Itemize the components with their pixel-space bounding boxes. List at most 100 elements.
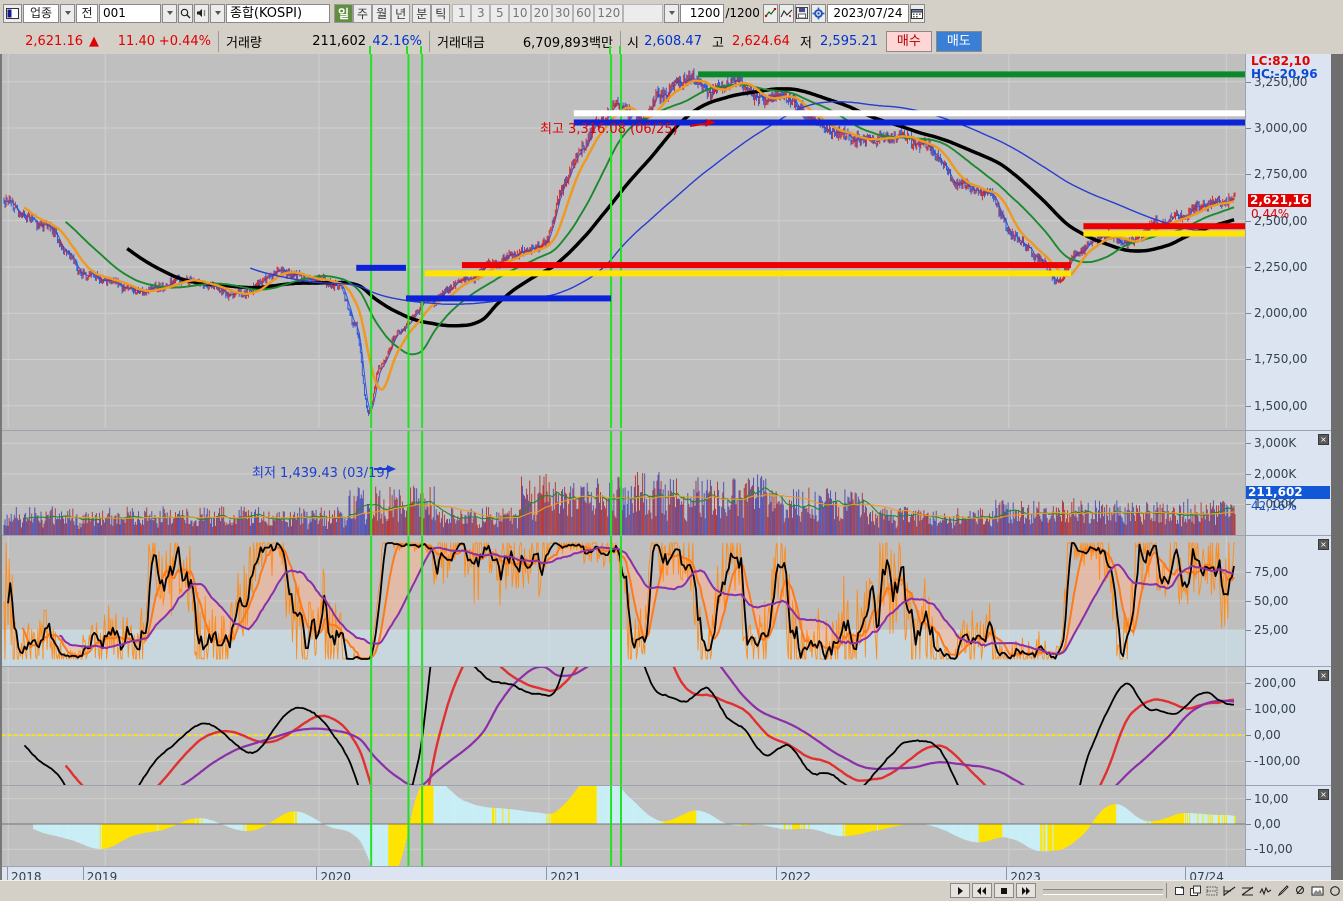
axis-tick-label: 2,500,00 bbox=[1254, 213, 1308, 228]
panel-toggle-icon[interactable] bbox=[3, 3, 22, 23]
period-tab-year[interactable]: 년 bbox=[391, 3, 411, 23]
date-input[interactable]: 2023/07/24 bbox=[826, 3, 909, 23]
fast-forward-icon[interactable] bbox=[1016, 883, 1036, 898]
cursor-marker bbox=[369, 46, 372, 54]
zigzag-icon[interactable] bbox=[1258, 883, 1273, 898]
toolbar-divider bbox=[1166, 883, 1170, 898]
time-axis-separator bbox=[6, 867, 8, 889]
volume-axis[interactable]: × 211,602 42,16% 3,000K 2,000K 1,000K bbox=[1246, 430, 1332, 535]
crosshair-icon[interactable] bbox=[762, 3, 778, 23]
instrument-name[interactable]: 종합(KOSPI) bbox=[226, 3, 330, 23]
rewind-icon[interactable] bbox=[972, 883, 992, 898]
save-icon[interactable] bbox=[794, 3, 810, 23]
minute-60[interactable]: 60 bbox=[573, 3, 595, 23]
lc-badge: LC:82,10 bbox=[1251, 54, 1311, 68]
axis-tick-mark bbox=[1246, 174, 1251, 176]
chart-plot-area[interactable]: 최고 3,316.08 (06/25) 최저 1,439.43 (03/19) bbox=[2, 54, 1245, 867]
period-tab-month[interactable]: 월 bbox=[372, 3, 392, 23]
axis-tick-mark bbox=[1246, 823, 1251, 825]
minute-3[interactable]: 3 bbox=[471, 3, 491, 23]
axis-tick-mark bbox=[1246, 572, 1251, 573]
momentum-panel[interactable] bbox=[2, 666, 1245, 785]
minute-interval-group: 1 3 5 10 20 30 60 120 bbox=[452, 3, 664, 23]
price-axis[interactable]: LC:82,10 HC:-20,96 2,621,16 0,44% 3,250,… bbox=[1246, 54, 1332, 428]
close-volume-panel-icon[interactable]: × bbox=[1318, 434, 1329, 445]
code-dropdown[interactable] bbox=[162, 3, 177, 23]
price-panel[interactable] bbox=[2, 54, 1245, 428]
minute-1[interactable]: 1 bbox=[452, 3, 472, 23]
axis-tick-mark bbox=[1246, 266, 1251, 268]
gear-icon[interactable] bbox=[810, 3, 826, 23]
stochastic-chart-svg bbox=[2, 536, 1245, 666]
axis-tick-label: 2,000,00 bbox=[1254, 306, 1308, 321]
period-tab-tick[interactable]: 틱 bbox=[431, 3, 451, 23]
market-type-dropdown[interactable] bbox=[60, 3, 75, 23]
axis-tick-label: 50,00 bbox=[1254, 594, 1289, 608]
axis-tick-label: -100,00 bbox=[1254, 754, 1301, 769]
axis-tick-mark bbox=[1246, 313, 1251, 315]
stochastic-panel[interactable] bbox=[2, 535, 1245, 666]
close-momentum-panel-icon[interactable]: × bbox=[1318, 670, 1329, 681]
stop-icon[interactable] bbox=[994, 883, 1014, 898]
oscillator-panel[interactable] bbox=[2, 785, 1245, 867]
period-tab-day[interactable]: 일 bbox=[334, 3, 354, 23]
axis-tick-mark bbox=[1246, 220, 1251, 222]
time-axis-separator bbox=[776, 867, 778, 889]
pencil-icon[interactable] bbox=[1276, 883, 1291, 898]
period-tab-week[interactable]: 주 bbox=[353, 3, 373, 23]
amount-value: 6,709,893백만 bbox=[522, 35, 613, 51]
period-tab-minute[interactable]: 분 bbox=[412, 3, 432, 23]
compare-icon[interactable] bbox=[778, 3, 794, 23]
cursor-marker bbox=[420, 46, 423, 54]
last-price: 2,621.16 bbox=[25, 33, 83, 49]
search-icon[interactable] bbox=[178, 3, 193, 23]
fibonacci-icon[interactable] bbox=[1240, 883, 1255, 898]
axis-tick-label: 3,250,00 bbox=[1254, 74, 1308, 89]
axis-tick-label: 2,750,00 bbox=[1254, 167, 1308, 182]
sound-dropdown[interactable] bbox=[210, 3, 225, 23]
minute-20[interactable]: 20 bbox=[530, 3, 552, 23]
volume-panel[interactable] bbox=[2, 430, 1245, 535]
stochastic-axis[interactable]: × 75,00 50,00 25,00 bbox=[1246, 535, 1332, 666]
play-icon[interactable] bbox=[950, 883, 970, 898]
sell-button[interactable]: 매도 bbox=[935, 30, 982, 52]
minute-30[interactable]: 30 bbox=[551, 3, 574, 23]
minute-custom[interactable] bbox=[623, 3, 664, 23]
minute-120[interactable]: 120 bbox=[594, 3, 624, 23]
grid-icon[interactable] bbox=[1204, 883, 1219, 898]
time-axis-separator bbox=[316, 867, 318, 889]
current-price-percent-badge: 0,44% bbox=[1251, 207, 1290, 221]
bar-count-input[interactable]: 1200 bbox=[680, 3, 725, 23]
buy-button[interactable]: 매수 bbox=[885, 30, 932, 52]
right-scroll-gutter[interactable] bbox=[1331, 54, 1343, 880]
current-price-badge: 2,621,16 bbox=[1248, 193, 1312, 207]
circle-icon[interactable] bbox=[1327, 883, 1342, 898]
close-stochastic-panel-icon[interactable]: × bbox=[1318, 539, 1329, 550]
code-input[interactable]: 001 bbox=[99, 3, 161, 23]
axis-tick-label: 100,00 bbox=[1254, 701, 1296, 716]
price-direction-arrow: ▲ bbox=[89, 33, 99, 49]
new-window-icon[interactable] bbox=[1172, 883, 1187, 898]
oscillator-axis[interactable]: × 10,00 0,00 -10,00 bbox=[1246, 785, 1332, 867]
axis-tick-mark bbox=[1246, 81, 1251, 83]
minute-10[interactable]: 10 bbox=[509, 3, 531, 23]
trendline-icon[interactable] bbox=[1222, 883, 1237, 898]
cursor-marker bbox=[609, 46, 612, 54]
picture-icon[interactable] bbox=[1310, 883, 1325, 898]
interval-dropdown[interactable] bbox=[664, 3, 680, 23]
right-axis-column[interactable]: LC:82,10 HC:-20,96 2,621,16 0,44% 3,250,… bbox=[1245, 54, 1332, 867]
copy-window-icon[interactable] bbox=[1188, 883, 1203, 898]
magnify-icon[interactable] bbox=[1293, 883, 1308, 898]
close-oscillator-panel-icon[interactable]: × bbox=[1318, 789, 1329, 800]
prev-button[interactable]: 전 bbox=[76, 3, 98, 23]
market-type-label[interactable]: 업종 bbox=[23, 3, 59, 23]
volume-badge: 211,602 bbox=[1246, 486, 1330, 499]
minute-5[interactable]: 5 bbox=[490, 3, 510, 23]
calendar-icon[interactable] bbox=[909, 3, 925, 23]
axis-tick-label: 2,000K bbox=[1254, 466, 1297, 481]
cursor-marker bbox=[619, 46, 621, 54]
momentum-axis[interactable]: × 200,00 100,00 0,00 -100,00 bbox=[1246, 666, 1332, 785]
sound-icon[interactable] bbox=[194, 3, 209, 23]
high-label: 고 bbox=[711, 35, 724, 51]
timeline-scroll-track[interactable] bbox=[1043, 889, 1163, 895]
